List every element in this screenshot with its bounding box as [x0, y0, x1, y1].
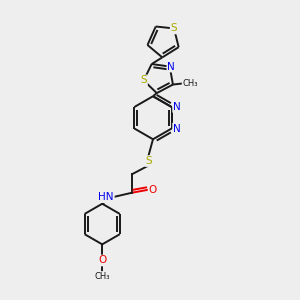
Text: HN: HN	[98, 192, 114, 202]
Text: N: N	[173, 124, 181, 134]
Text: N: N	[167, 61, 175, 72]
Text: CH₃: CH₃	[94, 272, 110, 281]
Text: S: S	[145, 156, 152, 166]
Text: S: S	[140, 75, 147, 85]
Text: CH₃: CH₃	[182, 79, 198, 88]
Text: O: O	[148, 185, 157, 195]
Text: N: N	[173, 102, 181, 112]
Text: S: S	[171, 23, 177, 33]
Text: O: O	[98, 256, 106, 266]
